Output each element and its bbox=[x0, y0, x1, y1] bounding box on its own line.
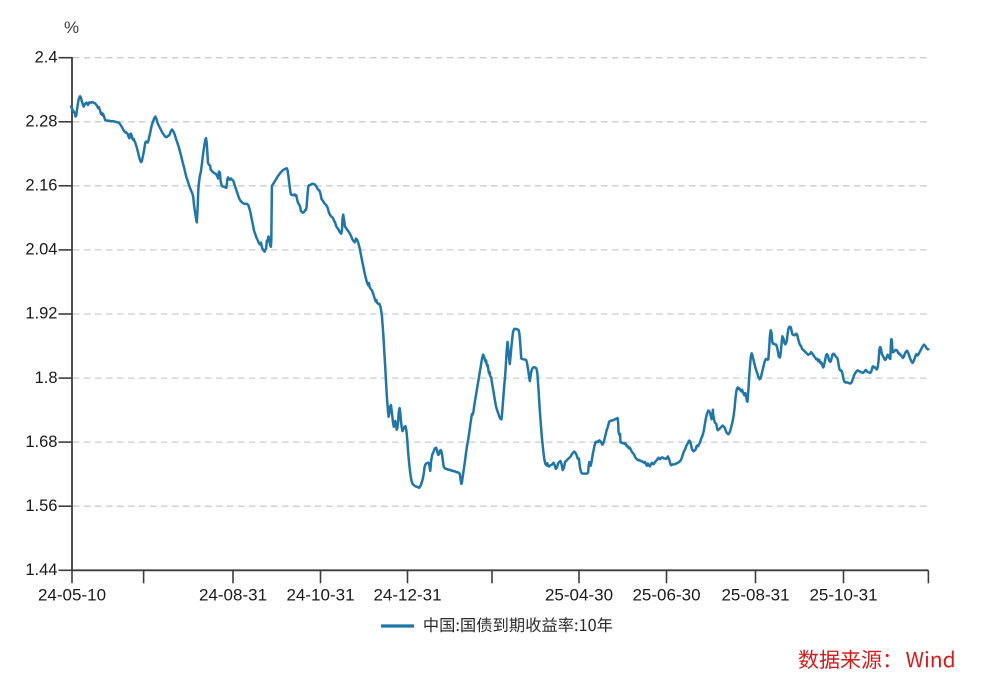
svg-text:25-06-30: 25-06-30 bbox=[632, 586, 700, 605]
svg-text:2.28: 2.28 bbox=[25, 113, 57, 131]
svg-text:1.68: 1.68 bbox=[25, 433, 57, 451]
svg-text:25-08-31: 25-08-31 bbox=[721, 586, 789, 605]
svg-text:%: % bbox=[64, 18, 79, 37]
svg-text:1.8: 1.8 bbox=[35, 369, 58, 387]
svg-text:24-05-10: 24-05-10 bbox=[38, 586, 106, 605]
svg-text:24-08-31: 24-08-31 bbox=[199, 586, 267, 605]
svg-text:2.16: 2.16 bbox=[25, 177, 57, 195]
svg-text:1.56: 1.56 bbox=[25, 497, 57, 515]
svg-text:25-04-30: 25-04-30 bbox=[545, 586, 613, 605]
svg-text:24-12-31: 24-12-31 bbox=[373, 586, 441, 605]
svg-text:2.04: 2.04 bbox=[25, 241, 57, 259]
svg-text:1.44: 1.44 bbox=[25, 561, 57, 579]
svg-text:25-10-31: 25-10-31 bbox=[809, 586, 877, 605]
svg-text:2.4: 2.4 bbox=[35, 48, 58, 66]
svg-text:1.92: 1.92 bbox=[25, 305, 57, 323]
svg-text:24-10-31: 24-10-31 bbox=[286, 586, 354, 605]
